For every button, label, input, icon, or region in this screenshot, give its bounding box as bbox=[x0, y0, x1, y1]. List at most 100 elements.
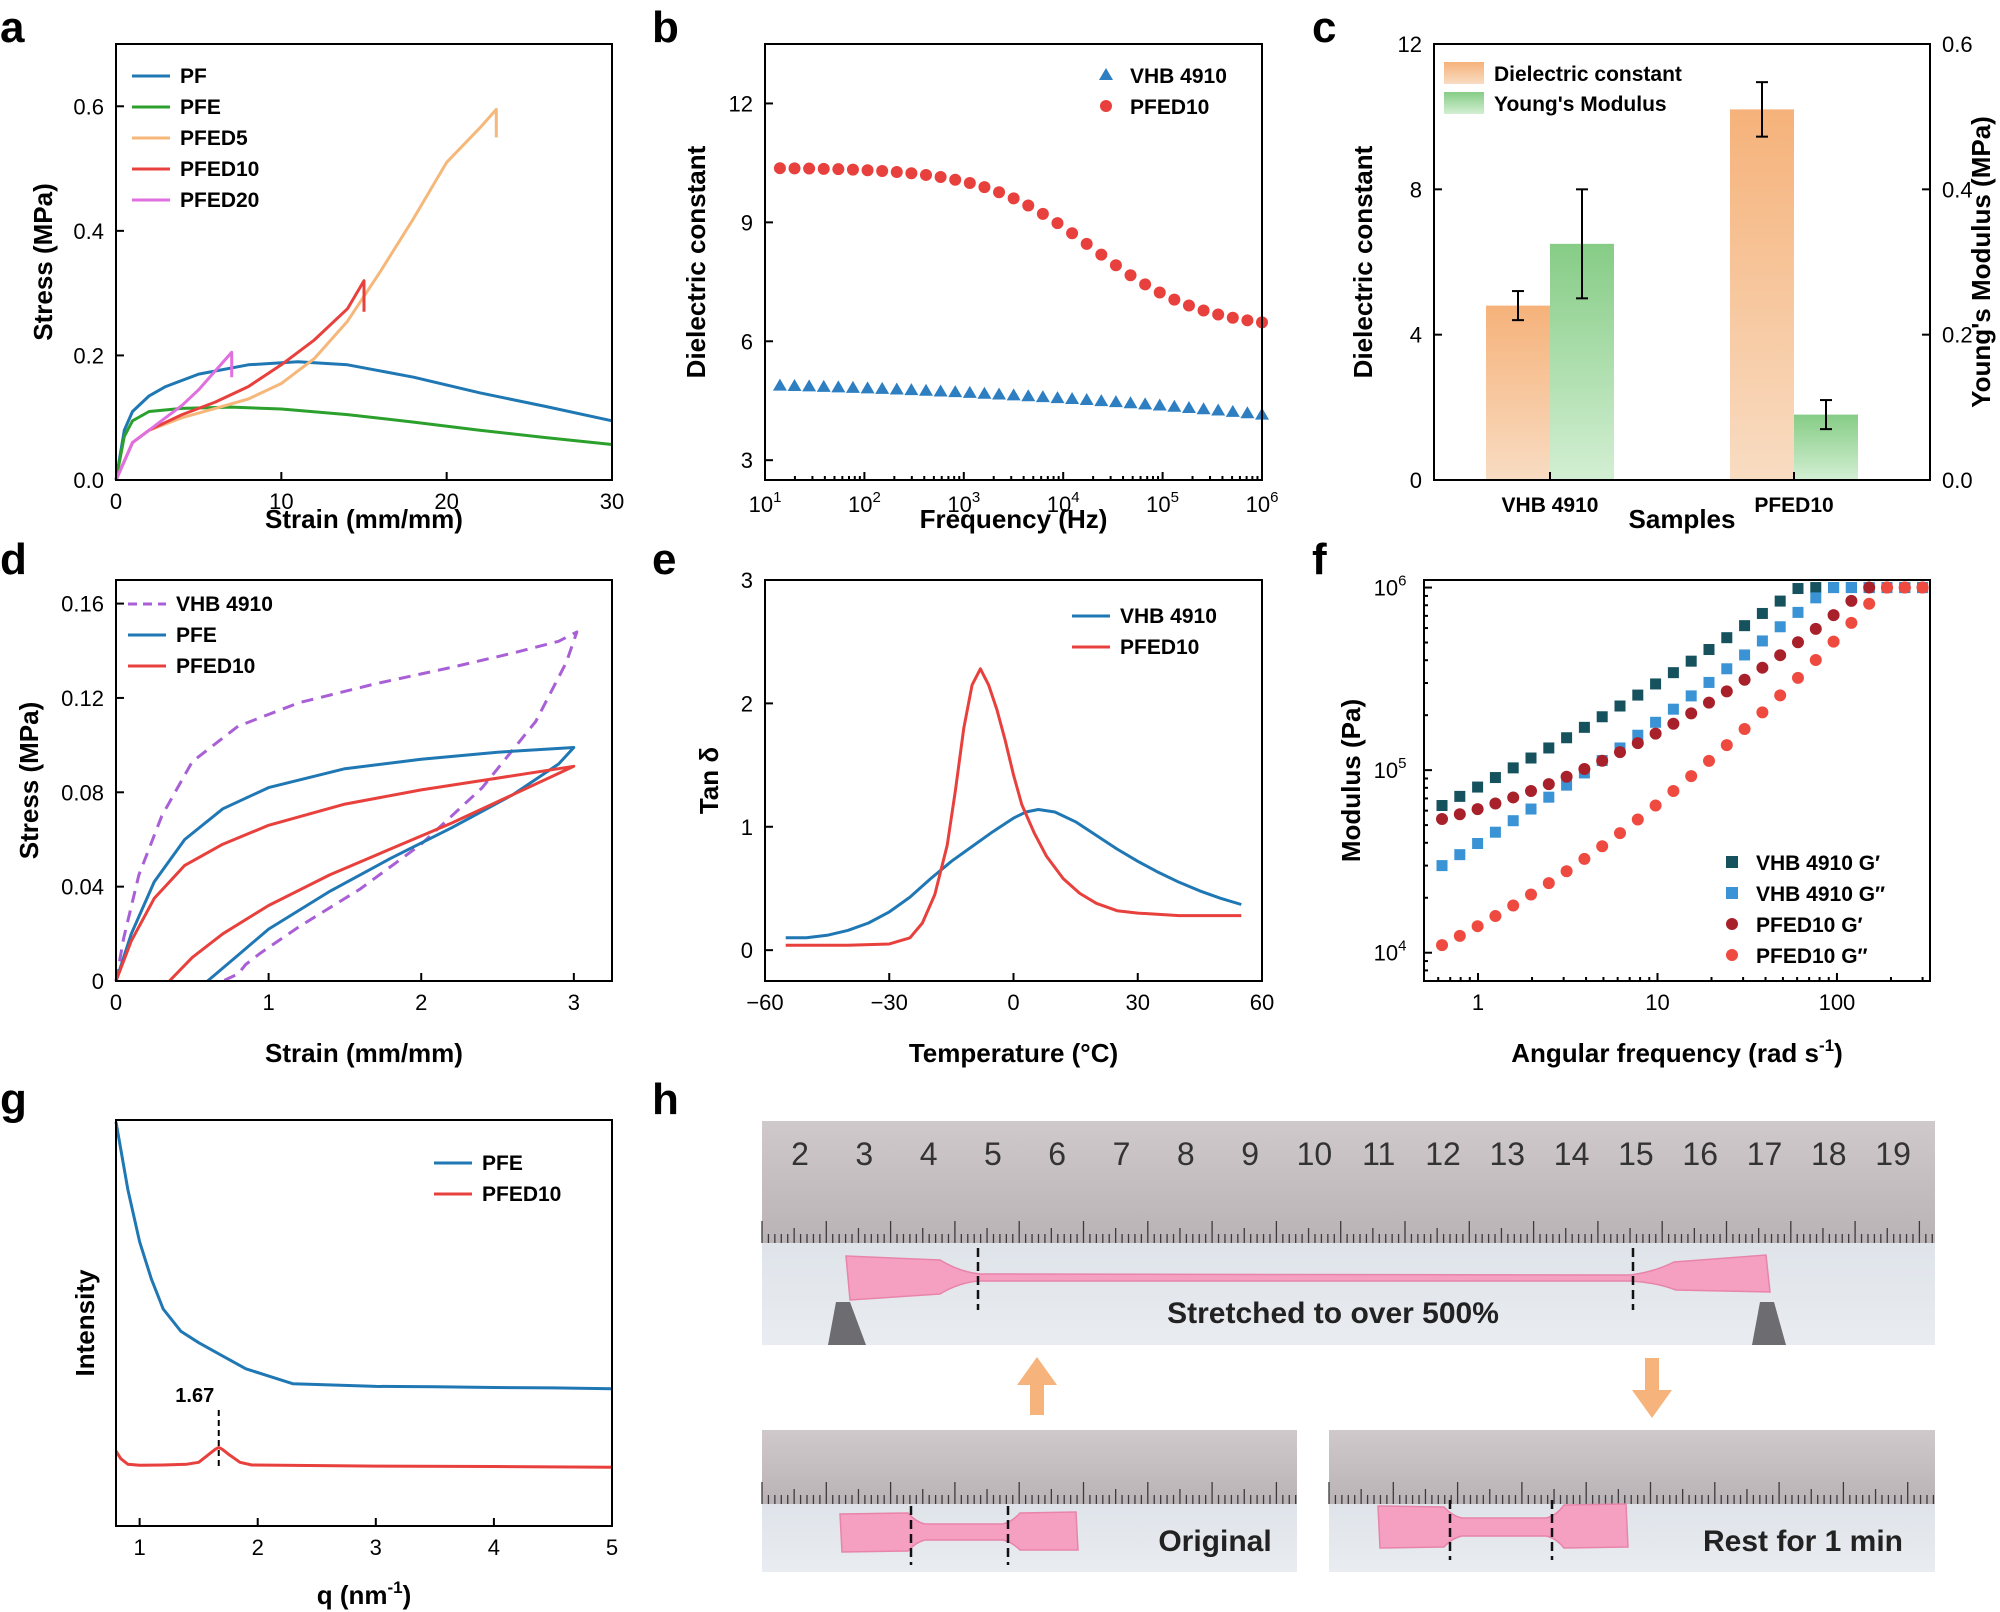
category-label: VHB 4910 bbox=[1502, 494, 1599, 517]
y2-tick-label: 0.0 bbox=[1942, 468, 1973, 493]
data-point-pfed10-g- bbox=[1863, 581, 1876, 594]
data-point-pfed10-g- bbox=[1489, 910, 1502, 923]
data-point-pfed10-g- bbox=[1863, 597, 1876, 610]
x-axis-title: q (nm-1) bbox=[317, 1578, 412, 1610]
y-tick-label: 104 bbox=[1374, 938, 1407, 966]
data-point-vhb-4910 bbox=[1108, 395, 1123, 408]
data-point-pfed10 bbox=[1109, 259, 1122, 272]
data-point-pfed10-g- bbox=[1827, 609, 1840, 622]
x-tick-label: 60 bbox=[1250, 990, 1274, 1015]
x-tick-label: 104 bbox=[1047, 489, 1080, 517]
data-point-vhb-4910-g- bbox=[1543, 742, 1555, 754]
data-point-vhb-4910 bbox=[787, 379, 802, 392]
ruler-number: 7 bbox=[1113, 1136, 1131, 1172]
ruler-number: 10 bbox=[1297, 1136, 1333, 1172]
data-point-vhb-4910-g- bbox=[1828, 582, 1840, 594]
data-point-pfed10-g- bbox=[1738, 673, 1751, 686]
data-point-pfed10 bbox=[1095, 248, 1108, 261]
panel-c: c 0 4 8 12 0.0 0.2 0.4 0.6 VHB 4910 PFED10 Samples D… bbox=[1312, 3, 1996, 534]
legend-label: Young's Modulus bbox=[1494, 93, 1667, 116]
ruler-number: 18 bbox=[1811, 1136, 1847, 1172]
bar-dielectric bbox=[1730, 109, 1794, 481]
data-point-vhb-4910 bbox=[992, 387, 1007, 400]
data-point-vhb-4910-g- bbox=[1632, 729, 1644, 741]
data-point-pfed10-g- bbox=[1453, 929, 1466, 942]
legend-label: PFED10 bbox=[482, 1183, 561, 1206]
data-point-vhb-4910 bbox=[1065, 392, 1080, 405]
legend-label: PFED10 G″ bbox=[1756, 945, 1868, 968]
y-axis-title: Intensity bbox=[70, 1269, 100, 1376]
y-tick-label: 8 bbox=[1410, 177, 1422, 202]
panel-letter: a bbox=[0, 3, 25, 52]
panel-f: f 1 10 100 104 105 106 Angular frequency (rad s… bbox=[1312, 535, 1931, 1068]
series-line-pfed10 bbox=[114, 764, 576, 983]
data-point-pfed10 bbox=[846, 163, 859, 176]
y-axis-title: Stress (MPa) bbox=[28, 183, 58, 341]
data-point-pfed10-g- bbox=[1774, 649, 1787, 662]
data-point-vhb-4910-g- bbox=[1650, 678, 1662, 690]
x-axis-title: Strain (mm/mm) bbox=[265, 504, 463, 534]
data-point-pfed10 bbox=[817, 162, 830, 175]
data-point-pfed10-g- bbox=[1613, 746, 1626, 759]
data-point-pfed10 bbox=[1182, 299, 1195, 312]
x-axis-title: Strain (mm/mm) bbox=[265, 1038, 463, 1068]
data-point-pfed10-g- bbox=[1489, 797, 1502, 810]
data-point-vhb-4910 bbox=[831, 380, 846, 393]
legend-label: Dielectric constant bbox=[1494, 63, 1682, 86]
plot-frame bbox=[1433, 43, 1931, 481]
ruler-body bbox=[762, 1121, 1935, 1243]
x-tick-label: −30 bbox=[871, 990, 908, 1015]
y-tick-label: 105 bbox=[1374, 755, 1407, 783]
data-point-pfed10-g- bbox=[1685, 707, 1698, 720]
data-point-vhb-4910-g- bbox=[1525, 803, 1537, 815]
x-tick-label: 105 bbox=[1146, 489, 1179, 517]
ruler-number: 19 bbox=[1875, 1136, 1911, 1172]
ruler-number: 5 bbox=[984, 1136, 1002, 1172]
data-point-pfed10 bbox=[1007, 192, 1020, 205]
data-point-vhb-4910-g- bbox=[1632, 689, 1644, 701]
y-tick-label: 0.08 bbox=[61, 780, 104, 805]
x-axis-title: Temperature (°C) bbox=[909, 1038, 1118, 1068]
ruler-number: 8 bbox=[1177, 1136, 1195, 1172]
data-point-vhb-4910-g- bbox=[1739, 620, 1751, 632]
plot-frame bbox=[1423, 579, 1931, 982]
bar-dielectric bbox=[1486, 305, 1550, 480]
legend-label: PFED20 bbox=[180, 189, 259, 212]
y-tick-label: 0 bbox=[92, 969, 104, 994]
data-point-vhb-4910 bbox=[904, 383, 919, 396]
y-tick-label: 106 bbox=[1374, 573, 1407, 601]
data-point-vhb-4910-g- bbox=[1685, 690, 1697, 702]
legend-label: PFED5 bbox=[180, 127, 248, 150]
x-tick-label: 106 bbox=[1246, 489, 1279, 517]
series-line-vhb-4910 bbox=[785, 808, 1242, 940]
data-point-pfed10-g- bbox=[1578, 762, 1591, 775]
category-label: PFED10 bbox=[1754, 494, 1833, 517]
data-point-vhb-4910-g- bbox=[1561, 732, 1573, 744]
series-line-pfe bbox=[114, 405, 613, 481]
y-tick-label: 0.6 bbox=[73, 94, 104, 119]
data-point-pfed10-g- bbox=[1791, 671, 1804, 684]
data-point-pfed10-g- bbox=[1436, 812, 1449, 825]
data-point-pfed10-g- bbox=[1525, 784, 1538, 797]
data-point-vhb-4910 bbox=[1079, 393, 1094, 406]
data-point-vhb-4910-g- bbox=[1703, 676, 1715, 688]
data-point-pfed10-g- bbox=[1756, 706, 1769, 719]
legend-swatch bbox=[1726, 887, 1738, 899]
data-point-vhb-4910 bbox=[933, 384, 948, 397]
x-tick-label: 4 bbox=[488, 1535, 500, 1560]
x-axis-title: Angular frequency (rad s-1) bbox=[1511, 1036, 1843, 1068]
x-tick-label: 101 bbox=[749, 489, 782, 517]
y-tick-label: 3 bbox=[741, 568, 753, 593]
x-tick-label: 10 bbox=[269, 489, 293, 514]
ruler-number: 17 bbox=[1747, 1136, 1783, 1172]
data-point-pfed10-g- bbox=[1596, 840, 1609, 853]
data-point-vhb-4910 bbox=[772, 378, 787, 391]
legend-label: PFED10 bbox=[180, 158, 259, 181]
data-point-pfed10 bbox=[773, 162, 786, 175]
data-point-pfed10 bbox=[876, 165, 889, 178]
legend-swatch bbox=[1444, 62, 1484, 84]
x-tick-label: 102 bbox=[848, 489, 881, 517]
x-tick-label: 100 bbox=[1819, 990, 1856, 1015]
y2-axis-title: Young's Modulus (MPa) bbox=[1966, 116, 1996, 408]
x-tick-label: 30 bbox=[600, 489, 624, 514]
